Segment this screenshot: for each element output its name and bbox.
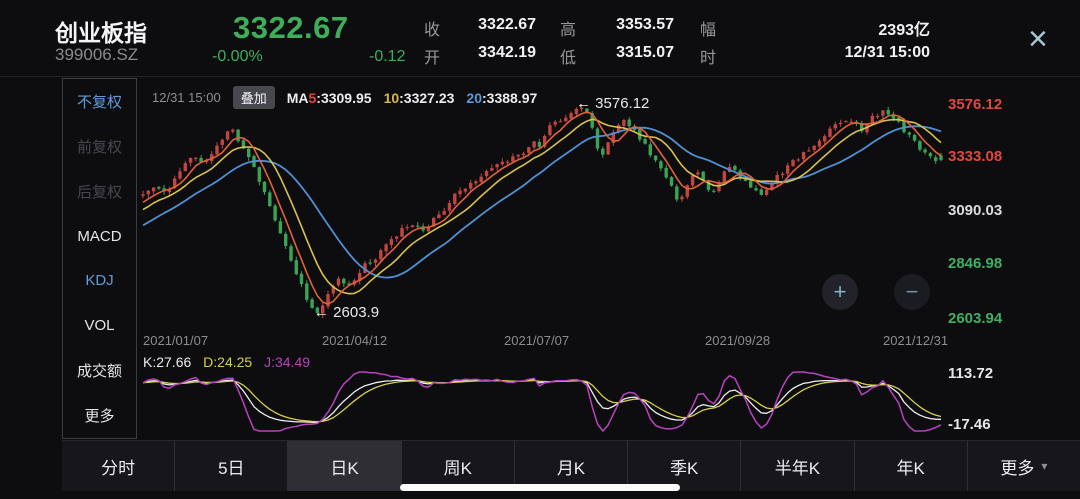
candlestick-chart-area[interactable] bbox=[140, 80, 946, 435]
last-price: 3322.67 bbox=[233, 10, 349, 45]
sidebar-item-backward-adjust[interactable]: 后复权 bbox=[76, 183, 122, 201]
sidebar-item-kdj[interactable]: KDJ bbox=[85, 272, 114, 290]
stat-high-value: 3353.57 bbox=[616, 16, 674, 33]
close-icon[interactable]: × bbox=[1028, 20, 1048, 58]
x-axis-tick: 2021/01/07 bbox=[143, 333, 209, 348]
period-tab-bar: 分时 5日 日K 周K 月K 季K 半年K 年K 更多 ▾ bbox=[62, 440, 1080, 491]
kdj-axis-min: -17.46 bbox=[948, 416, 991, 433]
y-axis-tick: 3090.03 bbox=[948, 202, 1003, 219]
tab-monthly-k[interactable]: 月K bbox=[515, 441, 629, 491]
tab-weekly-k[interactable]: 周K bbox=[402, 441, 515, 491]
minus-icon: − bbox=[905, 279, 919, 304]
low-annotation: ← 2603.9 bbox=[314, 304, 380, 321]
tab-halfyear-k[interactable]: 半年K bbox=[741, 441, 855, 491]
x-axis-tick: 2021/04/12 bbox=[322, 333, 388, 348]
stock-code: 399006.SZ bbox=[55, 45, 139, 64]
zoom-in-button[interactable]: + bbox=[822, 274, 858, 310]
ma5-legend: MA5:3309.95 bbox=[286, 89, 372, 106]
stat-close-value: 3322.67 bbox=[478, 16, 536, 33]
sidebar-item-macd[interactable]: MACD bbox=[77, 227, 122, 245]
tab-yearly-k[interactable]: 年K bbox=[855, 441, 968, 491]
chart-legend: 12/31 15:00 叠加 MA5:3309.95 10:3327.23 20… bbox=[152, 86, 537, 109]
stat-open-label: 开 bbox=[424, 50, 441, 67]
y-axis-tick: 2603.94 bbox=[948, 310, 1003, 327]
stat-time-label: 时 bbox=[700, 50, 717, 67]
tab-quarterly-k[interactable]: 季K bbox=[628, 441, 742, 491]
tab-5day[interactable]: 5日 bbox=[175, 441, 289, 491]
stat-time-value: 12/31 15:00 bbox=[844, 44, 930, 61]
ma10-legend: 10:3327.23 bbox=[383, 89, 455, 106]
ma20-legend: 20:3388.97 bbox=[466, 89, 538, 106]
home-indicator[interactable] bbox=[400, 484, 680, 491]
plus-icon: + bbox=[833, 279, 847, 304]
stat-turnover-value: 2393亿 bbox=[878, 22, 930, 39]
kdj-d-value: D:24.25 bbox=[203, 354, 253, 370]
sidebar-item-turnover[interactable]: 成交额 bbox=[76, 363, 122, 381]
y-axis-tick: 3333.08 bbox=[948, 148, 1003, 165]
x-axis-tick: 2021/12/31 bbox=[883, 333, 949, 348]
stat-close-label: 收 bbox=[424, 22, 441, 39]
stock-name: 创业板指 bbox=[55, 20, 147, 46]
kdj-j-value: J:34.49 bbox=[264, 354, 311, 370]
y-axis-tick: 2846.98 bbox=[948, 255, 1003, 272]
stat-low-label: 低 bbox=[560, 50, 577, 67]
legend-timestamp: 12/31 15:00 bbox=[152, 90, 221, 105]
x-axis-tick: 2021/07/07 bbox=[504, 333, 570, 348]
sidebar-item-more[interactable]: 更多 bbox=[84, 408, 115, 426]
sidebar-item-vol[interactable]: VOL bbox=[84, 317, 115, 335]
tab-daily-k[interactable]: 日K bbox=[288, 441, 402, 491]
high-annotation: ← 3576.12 bbox=[576, 95, 650, 112]
stat-open-value: 3342.19 bbox=[478, 44, 536, 61]
y-axis-tick: 3576.12 bbox=[948, 96, 1003, 113]
chevron-down-icon: ▾ bbox=[1041, 459, 1048, 473]
header-divider bbox=[0, 76, 1080, 77]
stat-amplitude-label: 幅 bbox=[700, 22, 717, 39]
kdj-k-value: K:27.66 bbox=[143, 354, 192, 370]
indicator-sidebar: 不复权 前复权 后复权 MACD KDJ VOL 成交额 更多 bbox=[62, 78, 137, 439]
sidebar-item-forward-adjust[interactable]: 前复权 bbox=[76, 138, 122, 156]
stat-high-label: 高 bbox=[560, 22, 577, 39]
overlay-button[interactable]: 叠加 bbox=[232, 86, 275, 109]
kdj-legend: K:27.66 D:24.25 J:34.49 bbox=[143, 354, 310, 370]
tab-more[interactable]: 更多 ▾ bbox=[1000, 458, 1048, 478]
kdj-axis-max: 113.72 bbox=[948, 365, 994, 382]
stat-low-value: 3315.07 bbox=[616, 44, 674, 61]
change-value: -0.12 bbox=[369, 48, 406, 65]
change-percent: -0.00% bbox=[212, 48, 263, 65]
zoom-out-button[interactable]: − bbox=[894, 274, 930, 310]
sidebar-item-no-adjust[interactable]: 不复权 bbox=[76, 93, 122, 111]
tab-timeshare[interactable]: 分时 bbox=[62, 441, 176, 491]
x-axis-tick: 2021/09/28 bbox=[705, 333, 771, 348]
